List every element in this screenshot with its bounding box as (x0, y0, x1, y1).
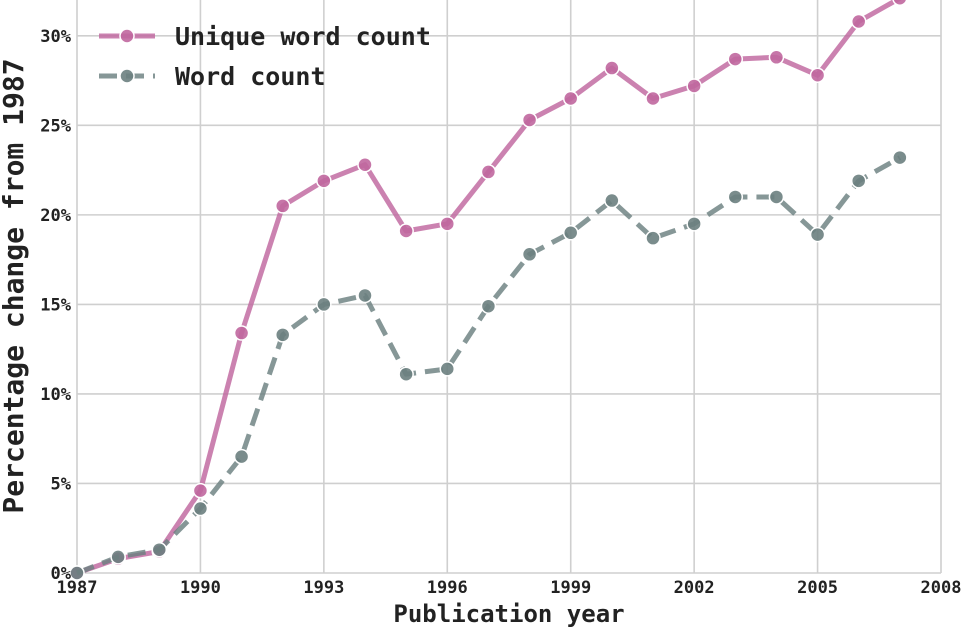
data-point (892, 0, 908, 6)
data-point (809, 226, 826, 243)
y-tick-label: 0% (51, 564, 72, 584)
data-point (809, 67, 826, 83)
x-tick-label: 2002 (674, 578, 715, 598)
legend: Unique word count Word count (99, 22, 431, 91)
data-point (727, 189, 744, 205)
y-axis-label: Percentage change from 1987 (0, 58, 30, 513)
data-point (316, 173, 332, 189)
x-axis-label: Publication year (393, 600, 624, 628)
y-tick-label: 30% (40, 27, 71, 47)
data-point (69, 565, 85, 581)
data-point (686, 216, 702, 232)
data-point (645, 230, 661, 246)
data-point (316, 296, 332, 313)
series-word-count (69, 149, 908, 581)
data-point (645, 90, 661, 107)
data-point (562, 90, 579, 107)
data-point (274, 198, 291, 214)
data-point (151, 541, 168, 558)
x-tick-label: 1996 (427, 578, 468, 598)
legend-label: Unique word count (175, 22, 431, 51)
tick-labels: 1987 1990 1993 1996 1999 2002 2005 2008 0% 5% 10% 1… (40, 27, 961, 598)
data-point (233, 325, 250, 341)
y-tick-label: 25% (40, 116, 71, 136)
legend-marker (119, 68, 135, 84)
legend-marker (119, 28, 135, 44)
data-point (192, 500, 209, 517)
data-point (480, 298, 497, 314)
data-point (604, 60, 620, 76)
data-point (357, 156, 373, 173)
data-point (192, 482, 209, 499)
data-point (850, 13, 867, 30)
series-layer (69, 0, 908, 581)
data-point (110, 549, 126, 565)
data-point (357, 287, 373, 304)
data-point (768, 189, 785, 205)
data-point (233, 448, 250, 465)
y-tick-label: 10% (40, 385, 71, 405)
y-tick-label: 5% (51, 474, 72, 494)
legend-label: Word count (175, 62, 326, 91)
data-point (398, 366, 414, 382)
data-point (480, 164, 497, 180)
data-point (727, 51, 744, 67)
y-tick-label: 20% (40, 206, 71, 226)
data-point (686, 78, 702, 94)
data-point (562, 225, 579, 241)
data-point (398, 223, 414, 239)
y-tick-label: 15% (40, 295, 71, 315)
data-point (439, 361, 456, 377)
x-tick-label: 1987 (57, 578, 98, 598)
x-tick-label: 1990 (180, 578, 221, 598)
data-point (439, 216, 456, 232)
data-point (768, 49, 785, 66)
data-point (274, 327, 291, 343)
data-point (521, 246, 538, 263)
grid (76, 0, 942, 574)
x-tick-label: 2005 (797, 578, 838, 598)
legend-entry: Unique word count (99, 22, 431, 51)
legend-entry: Word count (99, 62, 326, 91)
x-tick-label: 1999 (550, 578, 591, 598)
x-tick-label: 2008 (921, 578, 962, 598)
data-point (521, 112, 538, 128)
data-point (604, 192, 620, 209)
data-point (850, 173, 867, 189)
x-tick-label: 1993 (303, 578, 344, 598)
data-point (892, 149, 908, 166)
